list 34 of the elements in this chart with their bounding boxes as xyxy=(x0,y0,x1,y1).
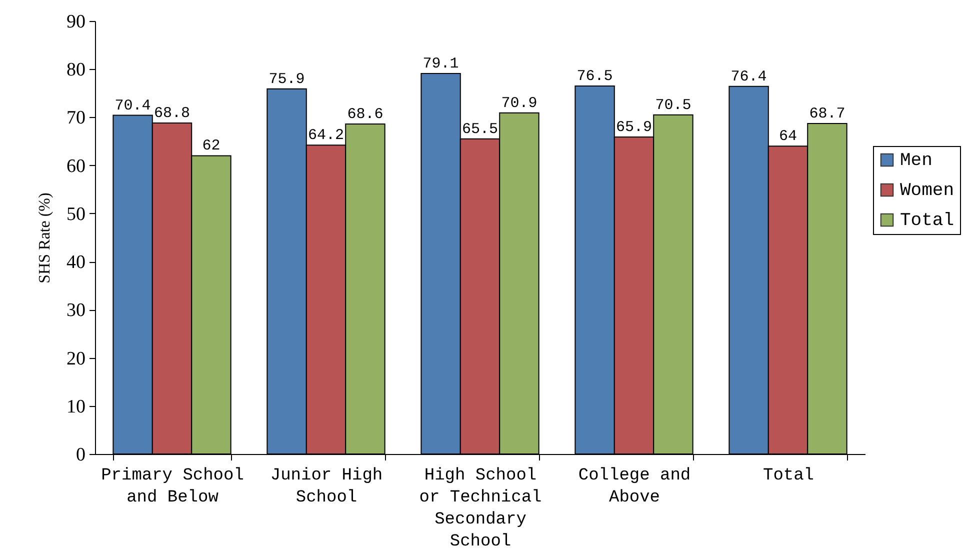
data-label: 75.9 xyxy=(268,70,305,88)
data-label: 65.5 xyxy=(462,120,498,138)
data-label: 68.7 xyxy=(809,105,846,122)
x-tick-label: High School or Technical Secondary School xyxy=(419,466,542,549)
y-tick-label: 30 xyxy=(66,300,86,322)
data-label: 65.9 xyxy=(616,118,652,136)
legend-label: Women xyxy=(900,181,954,201)
data-label: 70.5 xyxy=(655,96,692,114)
y-tick-label: 60 xyxy=(66,156,86,177)
x-tick-label: Total xyxy=(762,466,814,486)
legend-label: Total xyxy=(900,211,954,231)
data-label: 76.5 xyxy=(576,68,613,85)
y-tick-label: 40 xyxy=(66,252,86,274)
y-tick-label: 80 xyxy=(66,60,86,81)
x-tick-label: College and Above xyxy=(578,466,691,508)
y-tick-label: 20 xyxy=(66,348,86,370)
data-label: 70.4 xyxy=(114,97,151,114)
data-label: 76.4 xyxy=(730,68,767,86)
data-label: 64 xyxy=(778,128,798,146)
data-label: 68.8 xyxy=(154,104,190,122)
data-label: 68.6 xyxy=(347,106,384,123)
legend-label: Men xyxy=(900,151,932,171)
data-label: 64.2 xyxy=(308,127,344,144)
data-label: 79.1 xyxy=(422,55,459,72)
data-label: 70.9 xyxy=(501,94,538,112)
y-tick-label: 50 xyxy=(66,204,86,225)
x-tick-label: Junior High School xyxy=(270,466,383,508)
data-label: 62 xyxy=(202,138,220,155)
y-tick-label: 10 xyxy=(66,396,86,418)
y-axis-title: SHS Rate (%) xyxy=(36,192,54,284)
x-tick-label: Primary School and Below xyxy=(101,466,244,508)
y-tick-label: 70 xyxy=(66,108,86,129)
y-tick-label: 0 xyxy=(76,444,86,466)
y-tick-label: 90 xyxy=(66,12,86,32)
